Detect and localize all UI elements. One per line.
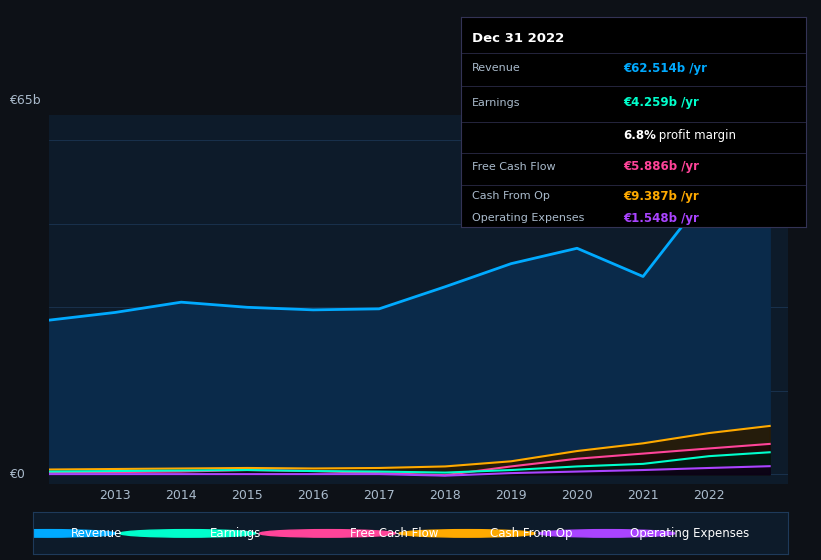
Text: Free Cash Flow: Free Cash Flow — [350, 527, 438, 540]
Text: €0: €0 — [8, 468, 25, 480]
Text: €4.259b /yr: €4.259b /yr — [623, 96, 699, 109]
Text: 6.8%: 6.8% — [623, 129, 656, 142]
Text: €9.387b /yr: €9.387b /yr — [623, 190, 699, 203]
Text: €62.514b /yr: €62.514b /yr — [623, 62, 708, 74]
Text: Cash From Op: Cash From Op — [490, 527, 572, 540]
Circle shape — [120, 530, 255, 537]
Text: Revenue: Revenue — [71, 527, 122, 540]
Text: €65b: €65b — [8, 95, 40, 108]
Text: Operating Expenses: Operating Expenses — [630, 527, 749, 540]
Circle shape — [539, 530, 675, 537]
Text: Dec 31 2022: Dec 31 2022 — [472, 31, 564, 44]
Text: Earnings: Earnings — [472, 98, 521, 108]
Circle shape — [399, 530, 535, 537]
Circle shape — [259, 530, 396, 537]
Text: Cash From Op: Cash From Op — [472, 192, 549, 202]
Text: Free Cash Flow: Free Cash Flow — [472, 162, 555, 172]
Text: Revenue: Revenue — [472, 63, 521, 73]
Text: €1.548b /yr: €1.548b /yr — [623, 212, 699, 225]
Text: Earnings: Earnings — [210, 527, 262, 540]
Circle shape — [0, 530, 116, 537]
Text: profit margin: profit margin — [654, 129, 736, 142]
Text: €5.886b /yr: €5.886b /yr — [623, 161, 699, 174]
Text: Operating Expenses: Operating Expenses — [472, 213, 584, 223]
